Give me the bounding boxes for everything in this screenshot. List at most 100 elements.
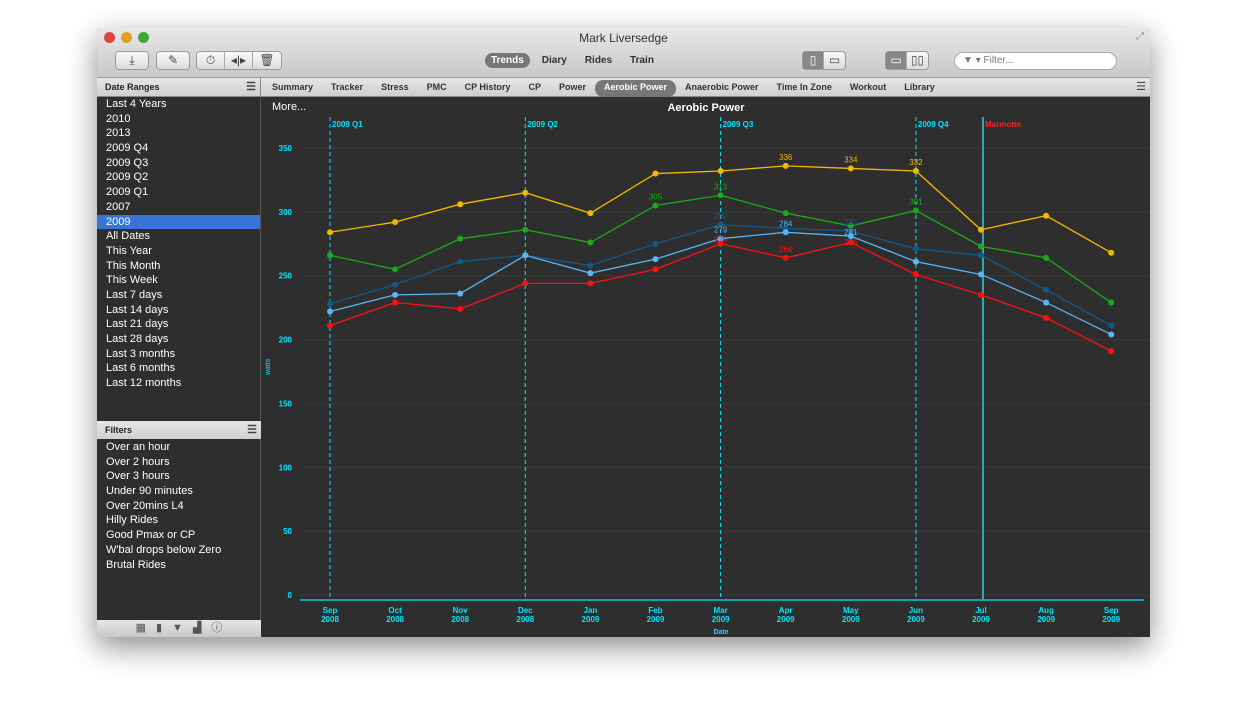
data-label: 279: [714, 226, 728, 235]
data-point: [912, 207, 919, 214]
aerobic-power-chart: Aerobic Power 0 50 100 150 200 250 300 350 watts S…: [265, 102, 1150, 636]
data-point: [1108, 299, 1115, 306]
trash-icon[interactable]: 🗑: [259, 53, 275, 67]
date-range-item[interactable]: 2009 Q4: [106, 142, 149, 155]
sidebar-bottom-icon[interactable]: ▭: [828, 53, 841, 67]
menu-icon[interactable]: ☰: [246, 81, 256, 93]
x-tick-month: Mar: [713, 606, 727, 615]
nav-rides[interactable]: Rides: [584, 55, 613, 66]
data-label: 281: [844, 228, 858, 237]
view-nav: Trends Diary Rides Train: [485, 53, 660, 68]
data-point: [457, 201, 464, 208]
calendar-icon[interactable]: ▦: [135, 622, 146, 634]
filter-icon[interactable]: ▼: [172, 622, 183, 634]
data-label: 336: [779, 153, 793, 162]
x-tick-year: 2009: [712, 615, 730, 624]
date-range-item[interactable]: Last 4 Years: [106, 98, 167, 110]
data-point: [717, 221, 724, 228]
tab-stress[interactable]: Stress: [381, 82, 409, 92]
filter-item[interactable]: Good Pmax or CP: [106, 529, 196, 542]
date-range-item[interactable]: Last 21 days: [106, 318, 169, 331]
filter-item[interactable]: Under 90 minutes: [106, 485, 193, 498]
filter-item[interactable]: W'bal drops below Zero: [106, 543, 222, 556]
more-button[interactable]: More...: [272, 101, 307, 113]
tab-cp-history[interactable]: CP History: [464, 82, 511, 92]
data-point: [652, 170, 659, 177]
y-tick-label: 50: [283, 527, 292, 536]
download-button[interactable]: ⤓: [115, 51, 149, 70]
date-range-item[interactable]: 2013: [106, 127, 131, 140]
data-label: 264: [779, 245, 793, 254]
tiled-layout-icon[interactable]: ▯▯: [910, 53, 925, 67]
toolbar: Mark Liversedge ⤓ ✎ ⏱ ◂|▸ 🗑 Trends Diary R…: [97, 28, 1150, 78]
date-range-item[interactable]: 2009 Q1: [106, 186, 149, 199]
x-tick-month: Sep: [323, 606, 338, 615]
x-tick-month: Aug: [1038, 606, 1054, 615]
tab-summary[interactable]: Summary: [272, 82, 314, 92]
filter-item[interactable]: Hilly Rides: [106, 514, 158, 527]
tab-time-in-zone[interactable]: Time In Zone: [776, 82, 832, 92]
filter-item[interactable]: Over 2 hours: [106, 455, 170, 468]
date-range-item[interactable]: Last 3 months: [106, 347, 176, 360]
date-range-item[interactable]: All Dates: [106, 230, 151, 243]
stopwatch-icon[interactable]: ⏱: [197, 52, 225, 69]
date-range-item[interactable]: Last 12 months: [106, 377, 182, 390]
tab-cp[interactable]: CP: [528, 82, 541, 92]
tabbed-layout-icon[interactable]: ▭: [886, 52, 907, 69]
info-icon[interactable]: ⓘ: [211, 622, 223, 634]
data-point: [327, 308, 333, 315]
x-tick-year: 2009: [582, 615, 600, 624]
data-point: [912, 167, 919, 174]
filter-item[interactable]: Over 20mins L4: [106, 499, 184, 512]
date-range-item[interactable]: This Month: [106, 259, 161, 272]
tab-workout[interactable]: Workout: [849, 82, 887, 92]
data-point: [327, 252, 333, 259]
tab-aerobic-power[interactable]: Aerobic Power: [594, 80, 677, 97]
nav-diary[interactable]: Diary: [541, 55, 567, 66]
nav-trends[interactable]: Trends: [485, 53, 530, 68]
x-tick-year: 2009: [907, 615, 925, 624]
date-range-item[interactable]: This Year: [106, 244, 152, 257]
filter-item[interactable]: Brutal Rides: [106, 558, 166, 571]
data-point: [912, 245, 919, 252]
tab-anaerobic-power[interactable]: Anaerobic Power: [685, 82, 759, 92]
tabs-menu-icon[interactable]: ☰: [1136, 81, 1146, 93]
filters-menu-icon[interactable]: ☰: [247, 424, 257, 436]
date-range-item[interactable]: 2009 Q3: [106, 156, 149, 169]
minimize-button[interactable]: [121, 32, 132, 43]
filter-item[interactable]: Over an hour: [106, 441, 171, 453]
tab-pmc[interactable]: PMC: [426, 82, 447, 92]
filter-item[interactable]: Over 3 hours: [106, 470, 170, 483]
tab-power[interactable]: Power: [558, 82, 586, 92]
nav-train[interactable]: Train: [630, 55, 654, 66]
tab-tracker[interactable]: Tracker: [331, 82, 364, 92]
data-point: [978, 271, 984, 278]
data-point: [1043, 254, 1050, 261]
date-range-item[interactable]: 2007: [106, 200, 131, 213]
date-range-item[interactable]: Last 28 days: [106, 333, 169, 345]
data-point: [392, 219, 399, 226]
close-button[interactable]: [104, 32, 115, 43]
date-range-item[interactable]: Last 7 days: [106, 288, 163, 301]
data-point: [1108, 322, 1115, 329]
date-range-item[interactable]: 2009: [97, 214, 260, 230]
zoom-button[interactable]: [138, 32, 149, 43]
filter-input[interactable]: ▼ ▾ Filter...: [954, 52, 1117, 70]
date-range-item[interactable]: Last 6 months: [106, 362, 176, 375]
date-range-item[interactable]: 2009 Q2: [106, 171, 149, 184]
bookmark-icon[interactable]: ▮: [155, 622, 163, 634]
tab-library[interactable]: Library: [904, 82, 935, 92]
edit-button[interactable]: ✎: [156, 51, 190, 70]
x-tick-year: 2009: [1102, 615, 1120, 624]
chart-icon[interactable]: ▟: [192, 622, 202, 634]
fullscreen-icon[interactable]: ⤢: [1136, 31, 1144, 42]
date-range-list: Last 4 Years 2010 2013 2009 Q4 2009 Q3 2009 Q…: [97, 97, 260, 391]
data-point: [587, 280, 594, 287]
split-icon[interactable]: ◂|▸: [225, 52, 253, 69]
date-range-item[interactable]: 2010: [106, 112, 131, 125]
data-point: [457, 258, 464, 265]
date-range-item[interactable]: This Week: [106, 274, 158, 287]
date-range-item[interactable]: Last 14 days: [106, 303, 169, 316]
data-point: [717, 240, 724, 247]
sidebar-left-icon[interactable]: ▯: [803, 52, 824, 69]
